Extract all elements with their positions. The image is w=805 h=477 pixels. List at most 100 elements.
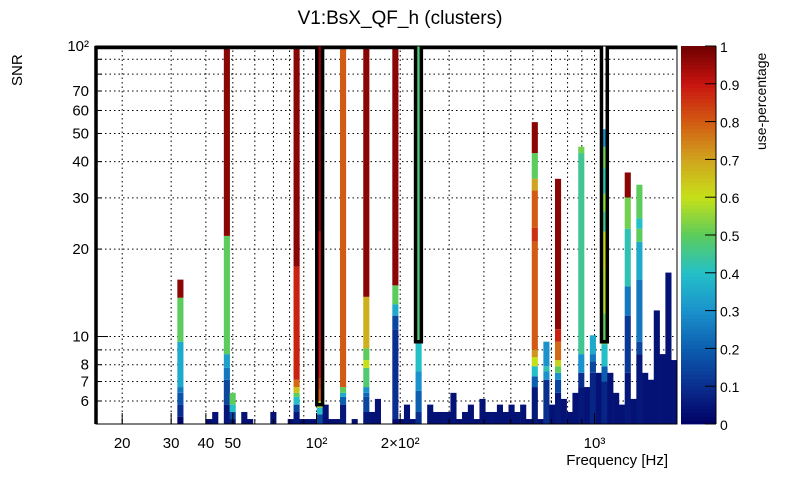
histogram-cell	[618, 404, 626, 424]
color-scale-cell	[681, 57, 716, 62]
histogram-cell	[363, 46, 370, 297]
histogram-cell	[560, 398, 567, 424]
histogram-cell	[549, 404, 556, 424]
color-scale-cell	[681, 269, 716, 274]
color-scale-cell	[681, 280, 716, 285]
color-scale-cell	[681, 325, 716, 330]
histogram-cell	[293, 404, 300, 412]
histogram-cell	[392, 46, 399, 286]
histogram-cell	[531, 357, 538, 367]
histogram-cell	[328, 419, 335, 424]
color-scale-cell	[681, 318, 716, 323]
histogram-cell	[293, 379, 300, 388]
histogram-cell	[363, 360, 370, 368]
histogram-cell	[636, 279, 643, 342]
histogram-cell	[630, 398, 637, 424]
color-scale-cell	[681, 144, 716, 149]
plot-frame	[95, 45, 678, 425]
histogram-cell	[595, 372, 602, 424]
color-scale-cell	[681, 340, 716, 346]
histogram-cell	[525, 419, 533, 424]
histogram-cell	[665, 272, 672, 424]
x-tick-label: 10²	[306, 435, 328, 452]
histogram-cell	[392, 329, 399, 420]
histogram-cell	[177, 279, 184, 298]
histogram-cell	[415, 46, 422, 342]
histogram-cell	[601, 313, 608, 345]
histogram-cell	[671, 360, 678, 424]
color-scale-cell	[681, 189, 716, 194]
histogram-cell	[305, 419, 312, 424]
histogram-cell	[206, 419, 213, 424]
histogram-cell	[531, 349, 538, 358]
histogram-cell	[363, 296, 370, 349]
histogram-cell	[496, 404, 503, 424]
histogram-cell	[392, 315, 399, 330]
color-scale-tick-label: 0.1	[720, 379, 740, 395]
color-scale-cell	[681, 98, 716, 104]
histogram-cell	[543, 366, 550, 372]
histogram-cell	[462, 411, 469, 424]
color-scale-cell	[681, 393, 716, 398]
histogram-bins	[177, 46, 678, 424]
color-scale-cell	[681, 219, 716, 225]
histogram-cell	[601, 231, 608, 270]
histogram-cell	[589, 372, 596, 424]
histogram-cell	[467, 404, 474, 424]
color-scale-cell	[681, 117, 716, 122]
color-scale-cell	[681, 333, 716, 338]
histogram-cell	[444, 411, 451, 424]
histogram-cell	[601, 168, 608, 194]
histogram-cell	[636, 341, 643, 355]
histogram-cell	[374, 398, 381, 424]
histogram-cell	[247, 419, 254, 424]
histogram-cell	[531, 376, 538, 388]
histogram-cell	[392, 304, 399, 316]
color-scale-cell	[681, 76, 716, 81]
histogram-cell	[531, 387, 538, 424]
histogram-cell	[223, 404, 230, 424]
color-scale-cell	[681, 148, 716, 153]
histogram-cell	[624, 315, 631, 373]
max-snr-envelope	[94, 45, 677, 424]
histogram-cell	[601, 129, 608, 147]
color-scale-cell	[681, 80, 716, 85]
color-scale-cell	[681, 303, 716, 308]
y-tick-label: 60	[72, 102, 89, 119]
color-scale-cell	[681, 49, 716, 54]
histogram-cell	[403, 404, 411, 424]
histogram-cell	[531, 227, 538, 242]
histogram-cell	[293, 266, 300, 380]
histogram-cell	[212, 411, 219, 424]
histogram-cell	[310, 419, 318, 424]
y-tick-label: 50	[72, 125, 89, 142]
y-tick-label: 7	[81, 374, 89, 391]
color-scale-cell	[681, 83, 716, 88]
histogram-cell	[223, 367, 230, 380]
color-scale-cell	[681, 295, 716, 300]
histogram-cell	[316, 231, 323, 378]
histogram-cell	[566, 411, 573, 424]
color-scale-cell	[681, 374, 716, 380]
histogram-cell	[601, 366, 608, 382]
histogram-cell	[456, 419, 463, 424]
histogram-cell	[241, 411, 248, 424]
color-scale: 0 0.1 0.2 0.3 0.4 0.5 0.6 0.7 0.8 0.9 1	[681, 39, 740, 433]
x-axis-label: Frequency [Hz]	[566, 452, 668, 469]
color-scale-cell	[681, 132, 716, 138]
histogram-cell	[293, 46, 300, 267]
color-scale-cell	[681, 185, 716, 191]
color-scale-cell	[681, 363, 716, 368]
color-scale-tick-label: 0.8	[720, 115, 740, 131]
chart-title: V1:BsX_QF_h (clusters)	[298, 8, 503, 29]
color-scale-cell	[681, 242, 716, 247]
histogram-cell	[392, 285, 399, 305]
color-scale-cell	[681, 231, 716, 236]
histogram-cell	[531, 153, 538, 179]
color-scale-cell	[681, 121, 716, 126]
histogram-cell	[293, 387, 300, 393]
histogram-cell	[432, 411, 440, 424]
histogram-cell	[601, 269, 608, 314]
histogram-cell	[415, 411, 422, 424]
color-scale-cell	[681, 405, 716, 410]
